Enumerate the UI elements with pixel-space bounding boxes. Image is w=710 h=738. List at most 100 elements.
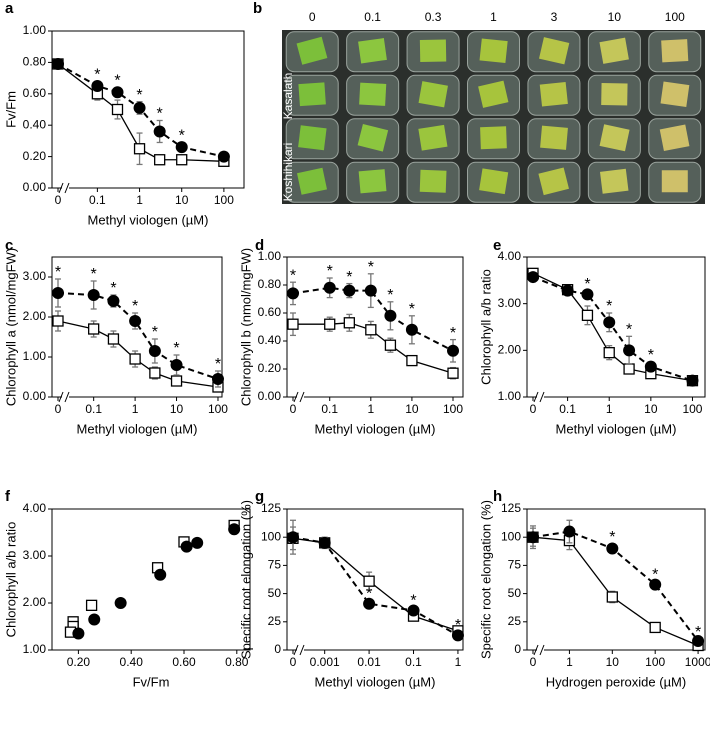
point [85,599,98,611]
x-tick-label: 1 [606,402,613,416]
leaf-disc [419,169,447,193]
x-tick-label: 0 [55,402,62,416]
row-label: Koshihikari [281,143,295,202]
point [606,591,618,603]
x-axis-title: Methyl viologen (µM) [315,674,436,689]
leaf-disc [358,169,387,194]
y-tick-label: 0.00 [258,389,282,403]
y-axis-title: Specific root elongation (%) [478,500,493,659]
point [87,289,100,301]
point [52,287,64,299]
y-tick-label: 125 [261,501,281,515]
x-tick-label: 0 [290,655,297,669]
x-tick-label: 1 [566,655,573,669]
significance-mark: * [179,128,185,145]
point [606,542,619,555]
significance-mark: * [410,592,416,609]
significance-mark: * [695,624,701,641]
x-tick-label: 0.1 [89,193,106,207]
leaf-disc [297,167,328,195]
point [154,568,167,581]
y-tick-label: 125 [501,501,521,515]
plot-frame [286,508,464,651]
point [107,333,120,345]
significance-mark: * [132,298,138,315]
point [211,373,224,385]
point [364,284,377,297]
column-label: 100 [665,10,685,24]
x-tick-label: 100 [208,402,228,416]
column-label: 0.1 [364,10,381,24]
x-tick-label: 0.60 [172,655,196,669]
plot-frame [286,256,464,398]
axis-break [539,391,545,403]
column-label: 3 [551,10,558,24]
x-axis-title: Hydrogen peroxide (µM) [546,674,686,689]
axis-break [64,391,70,403]
significance-mark: * [609,529,615,546]
leaf-disc [539,81,568,107]
panel-label: f [5,488,11,505]
leaf-disc [599,168,629,194]
chart-panel: h 0 25 50 75 100 125 0 1 10 100 1000 Hydrogen peroxi… [478,488,710,689]
leaf-disc [601,83,628,106]
point [527,531,539,544]
x-axis-title: Methyl viologen (µM) [315,421,436,436]
y-tick-label: 0.00 [23,389,47,403]
plot-frame [51,256,223,398]
leaf-photo: b 0 0.1 0.3 1 3 10 100 Kasalath Koshihikari [253,0,705,204]
column-label: 0 [309,10,316,24]
chart-panel: g 0 25 50 75 100 125 0 0.001 0.01 0.1 1 Methyl violo… [238,488,464,689]
y-tick-label: 75 [268,558,282,572]
axis-break [533,391,539,403]
significance-mark: * [450,325,456,342]
point [318,536,331,549]
x-tick-label: 0.40 [120,655,144,669]
leaf-disc [539,37,570,65]
y-tick-label: 1.00 [258,249,282,263]
axis-break-gap [297,645,304,655]
y-tick-label: 75 [508,558,522,572]
significance-mark: * [409,301,415,318]
axis-break [58,182,64,194]
x-tick-label: 0.1 [405,655,422,669]
x-axis-title: Methyl viologen (µM) [556,421,677,436]
plot-frame [526,508,706,651]
point [581,288,594,301]
x-tick-label: 10 [175,193,189,207]
significance-mark: * [157,106,163,123]
x-tick-label: 10 [606,655,620,669]
significance-mark: * [652,566,658,583]
leaf-disc [298,125,327,151]
axis-break-gap [297,392,304,402]
y-axis-title: Chlorophyll a/b ratio [3,522,18,638]
series-line [532,276,693,382]
axis-break [533,644,539,656]
axis-break-gap [62,392,69,402]
row-label: Kasalath [281,73,295,120]
x-tick-label: 0.20 [67,655,91,669]
column-label: 1 [490,10,497,24]
point [561,284,574,297]
point [111,86,124,99]
y-tick-label: 1.00 [23,23,47,37]
plot-frame [51,30,245,189]
y-tick-label: 0 [274,642,281,656]
y-tick-label: 1.00 [23,349,47,363]
leaf-disc [659,124,690,152]
leaf-disc [419,39,447,62]
point [343,317,355,329]
y-tick-label: 0.00 [23,180,47,194]
leaf-disc [660,81,690,107]
significance-mark: * [136,87,142,104]
y-tick-label: 0.80 [258,277,282,291]
point [649,578,662,591]
significance-mark: * [626,322,632,339]
panel-label: c [5,237,13,254]
point [129,353,141,365]
y-tick-label: 1.00 [23,642,47,656]
leaf-disc [357,123,389,152]
plot-frame [526,256,706,398]
x-tick-label: 100 [682,402,702,416]
column-label: 10 [608,10,622,24]
